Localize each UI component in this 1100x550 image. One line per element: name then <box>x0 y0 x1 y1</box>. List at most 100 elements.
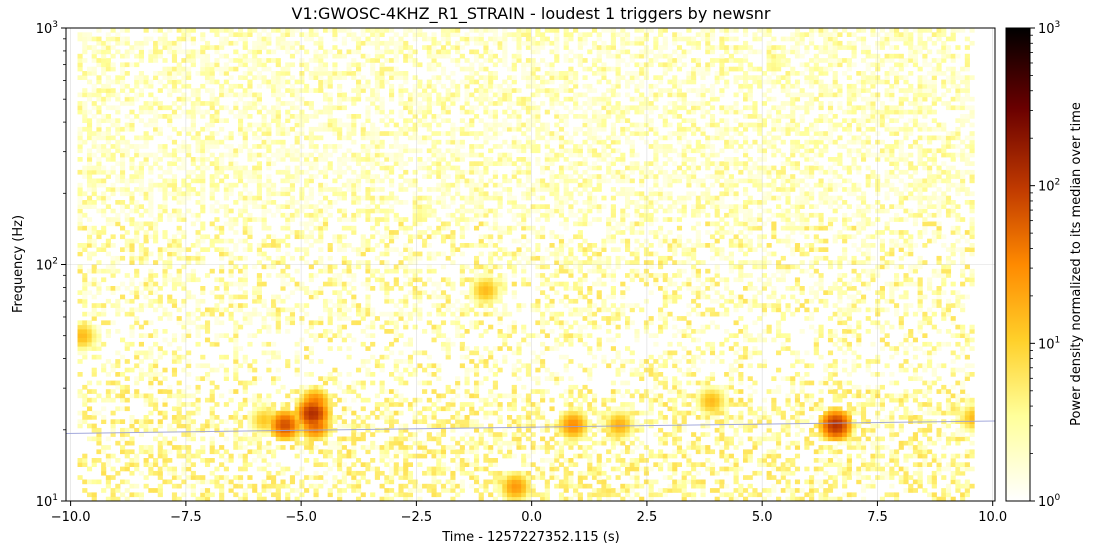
heatmap-cell <box>148 397 154 403</box>
heatmap-cell <box>700 329 706 334</box>
heatmap-cell <box>261 415 267 420</box>
heatmap-cell <box>502 393 508 399</box>
heatmap-cell <box>771 475 777 480</box>
heatmap-cell <box>389 286 395 291</box>
heatmap-cell <box>242 453 248 459</box>
heatmap-cell <box>516 492 522 498</box>
heatmap-cell <box>870 393 876 399</box>
heatmap-cell <box>398 492 404 498</box>
heatmap-cell <box>912 372 919 377</box>
heatmap-cell <box>507 393 513 399</box>
heatmap-cell <box>327 440 333 446</box>
heatmap-cell <box>846 389 852 394</box>
heatmap-cell <box>851 359 857 364</box>
heatmap-cell <box>332 273 338 278</box>
heatmap-cell <box>960 307 966 313</box>
heatmap-cell <box>610 427 616 433</box>
heatmap-cell <box>643 458 649 463</box>
heatmap-cell <box>492 363 498 369</box>
heatmap-cell <box>91 281 97 287</box>
heatmap-cell <box>643 393 649 399</box>
heatmap-cell <box>761 406 767 412</box>
heatmap-cell <box>337 479 343 485</box>
heatmap-cell <box>289 316 296 321</box>
heatmap-cell <box>587 492 593 498</box>
heatmap-cell <box>709 470 716 476</box>
heatmap-cell <box>903 458 909 463</box>
heatmap-cell <box>337 496 343 502</box>
heatmap-cell <box>96 268 102 274</box>
heatmap-cell <box>233 415 239 420</box>
heatmap-cell <box>86 406 93 412</box>
heatmap-cell <box>190 393 196 399</box>
heatmap-cell <box>266 350 272 356</box>
heatmap-cell <box>955 415 961 420</box>
heatmap-cell <box>724 466 730 472</box>
heatmap-cell <box>941 410 947 416</box>
heatmap-cell <box>162 389 168 394</box>
heatmap-cell <box>842 367 848 373</box>
heatmap-cell <box>289 410 296 416</box>
heatmap-cell <box>511 264 517 270</box>
heatmap-cell <box>724 458 730 463</box>
heatmap-cell <box>318 286 324 291</box>
heatmap-cell <box>171 298 178 304</box>
heatmap-cell <box>714 427 720 433</box>
heatmap-cell <box>483 453 489 459</box>
heatmap-cell <box>752 337 758 343</box>
heatmap-cell <box>148 367 154 373</box>
heatmap-cell <box>941 273 947 278</box>
heatmap-cell <box>832 406 838 412</box>
heatmap-cell <box>540 281 546 287</box>
heatmap-cell <box>842 380 848 386</box>
heatmap-cell <box>686 281 692 287</box>
heatmap-cell <box>171 406 178 412</box>
heatmap-cell <box>747 406 753 412</box>
heatmap-cell <box>700 462 706 467</box>
heatmap-cell <box>889 436 895 442</box>
heatmap-cell <box>516 496 522 502</box>
heatmap-cell <box>327 406 333 412</box>
heatmap-cell <box>304 354 310 360</box>
heatmap-cell <box>304 286 310 291</box>
heatmap-cell <box>426 449 432 455</box>
heatmap-cell <box>379 277 385 283</box>
heatmap-cell <box>308 333 314 338</box>
heatmap-cell <box>790 350 796 356</box>
heatmap-cell <box>672 316 678 321</box>
heatmap-cell <box>431 268 437 274</box>
heatmap-cell <box>105 453 111 459</box>
heatmap-cell <box>969 277 975 283</box>
heatmap-cell <box>903 311 909 317</box>
heatmap-cell <box>407 488 414 493</box>
heatmap-cell <box>346 316 352 321</box>
heatmap-cell <box>941 496 947 502</box>
heatmap-cell <box>823 445 829 450</box>
heatmap-cell <box>502 341 508 347</box>
heatmap-cell <box>389 298 395 304</box>
heatmap-cell <box>445 406 451 412</box>
heatmap-cell <box>705 341 711 347</box>
heatmap-cell <box>530 445 536 450</box>
heatmap-cell <box>285 436 291 442</box>
heatmap-cell <box>643 359 649 364</box>
heatmap-cell <box>521 264 527 270</box>
heatmap-cell <box>969 273 975 278</box>
heatmap-cell <box>115 372 121 377</box>
heatmap-cell <box>535 389 541 394</box>
heatmap-cell <box>969 449 975 455</box>
heatmap-cell <box>492 290 498 295</box>
heatmap-cell <box>714 268 720 274</box>
heatmap-cell <box>219 268 225 274</box>
heatmap-cell <box>771 488 777 493</box>
heatmap-cell <box>96 303 102 308</box>
heatmap-cell <box>365 449 371 455</box>
heatmap-cell <box>469 281 475 287</box>
heatmap-cell <box>686 303 692 308</box>
heatmap-cell <box>672 333 678 338</box>
heatmap-cell <box>96 393 102 399</box>
heatmap-cell <box>219 333 225 338</box>
heatmap-cell <box>525 496 532 502</box>
heatmap-cell <box>776 440 782 446</box>
heatmap-cell <box>162 402 168 407</box>
